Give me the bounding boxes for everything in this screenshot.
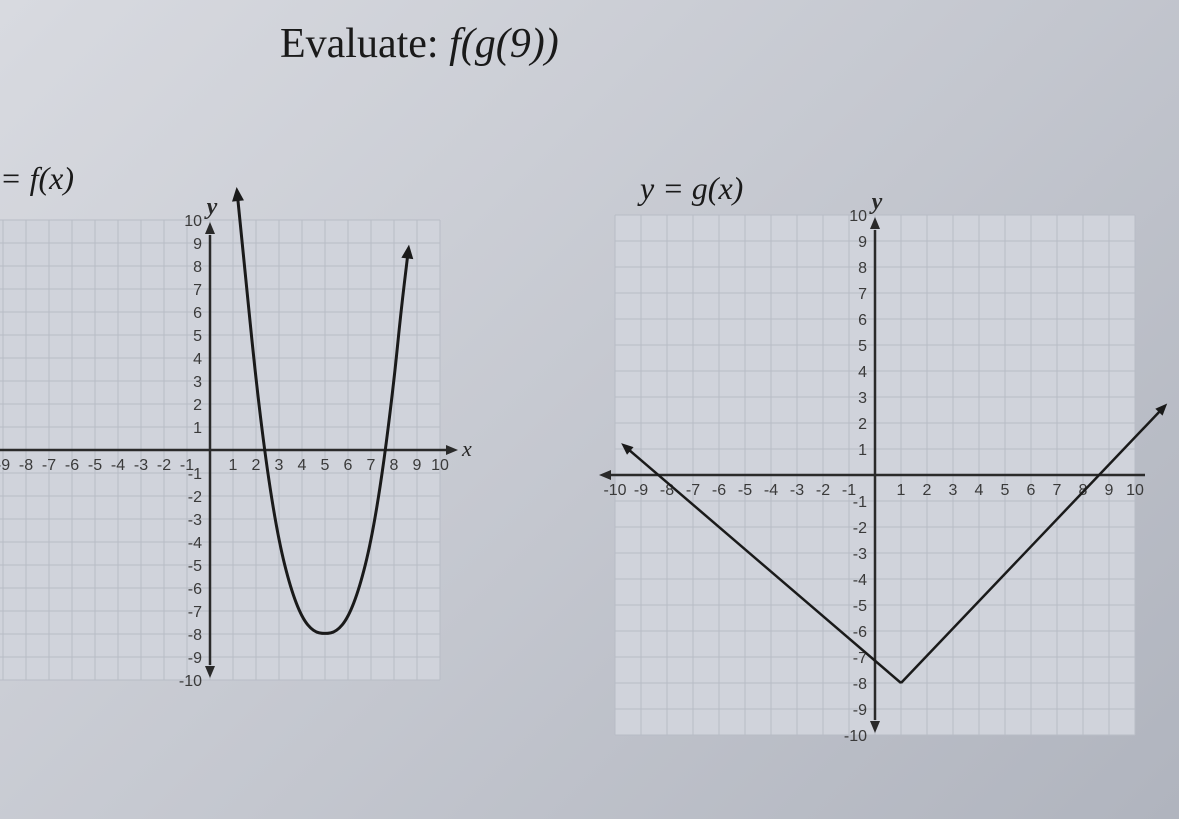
svg-text:2: 2 (858, 416, 867, 433)
svg-text:3: 3 (858, 390, 867, 407)
svg-text:-6: -6 (712, 482, 726, 499)
svg-text:-7: -7 (188, 604, 202, 621)
svg-text:-10: -10 (179, 673, 202, 690)
title-expression: f(g(9)) (449, 21, 559, 67)
svg-text:-4: -4 (111, 457, 125, 474)
page-title: Evaluate: f(g(9)) (280, 20, 559, 68)
svg-text:6: 6 (344, 457, 353, 474)
svg-text:-8: -8 (188, 627, 202, 644)
svg-text:-5: -5 (188, 558, 202, 575)
svg-text:4: 4 (858, 364, 867, 381)
left-chart: yx-9-8-7-6-5-4-3-2-112345678910109876543… (0, 155, 530, 775)
svg-text:5: 5 (858, 338, 867, 355)
svg-text:-9: -9 (634, 482, 648, 499)
svg-text:1: 1 (193, 420, 202, 437)
svg-text:8: 8 (390, 457, 399, 474)
svg-text:-2: -2 (188, 489, 202, 506)
svg-text:4: 4 (298, 457, 307, 474)
svg-text:10: 10 (184, 213, 202, 230)
svg-text:6: 6 (858, 312, 867, 329)
svg-text:-5: -5 (88, 457, 102, 474)
svg-text:1: 1 (858, 442, 867, 459)
svg-text:2: 2 (252, 457, 261, 474)
svg-text:-2: -2 (816, 482, 830, 499)
right-chart: y-10-9-8-7-6-5-4-3-2-1123456789101098765… (570, 170, 1179, 790)
svg-text:-8: -8 (19, 457, 33, 474)
svg-text:y: y (869, 189, 883, 215)
svg-text:4: 4 (193, 351, 202, 368)
svg-text:7: 7 (1053, 482, 1062, 499)
svg-text:-7: -7 (686, 482, 700, 499)
svg-text:7: 7 (367, 457, 376, 474)
svg-text:-3: -3 (853, 546, 867, 563)
svg-text:-3: -3 (188, 512, 202, 529)
svg-text:x: x (461, 436, 472, 461)
svg-text:10: 10 (1126, 482, 1144, 499)
svg-text:4: 4 (975, 482, 984, 499)
svg-text:7: 7 (858, 286, 867, 303)
svg-text:10: 10 (431, 457, 449, 474)
svg-text:-1: -1 (188, 466, 202, 483)
svg-text:3: 3 (193, 374, 202, 391)
svg-text:6: 6 (1027, 482, 1036, 499)
svg-text:-4: -4 (764, 482, 778, 499)
svg-text:8: 8 (858, 260, 867, 277)
svg-text:9: 9 (193, 236, 202, 253)
svg-text:-2: -2 (157, 457, 171, 474)
svg-text:1: 1 (897, 482, 906, 499)
svg-text:-6: -6 (65, 457, 79, 474)
svg-text:10: 10 (849, 208, 867, 225)
svg-text:y: y (204, 194, 218, 220)
svg-text:-10: -10 (844, 728, 867, 745)
svg-text:-8: -8 (853, 676, 867, 693)
svg-text:-9: -9 (0, 457, 10, 474)
svg-text:1: 1 (229, 457, 238, 474)
svg-text:-5: -5 (853, 598, 867, 615)
svg-text:-4: -4 (853, 572, 867, 589)
svg-text:5: 5 (1001, 482, 1010, 499)
svg-text:2: 2 (923, 482, 932, 499)
svg-text:9: 9 (858, 234, 867, 251)
svg-text:3: 3 (275, 457, 284, 474)
svg-text:7: 7 (193, 282, 202, 299)
svg-text:5: 5 (321, 457, 330, 474)
svg-text:-6: -6 (188, 581, 202, 598)
svg-text:6: 6 (193, 305, 202, 322)
svg-text:-6: -6 (853, 624, 867, 641)
svg-text:9: 9 (1105, 482, 1114, 499)
title-prefix: Evaluate: (280, 21, 449, 67)
svg-text:8: 8 (193, 259, 202, 276)
svg-text:-3: -3 (790, 482, 804, 499)
svg-text:-1: -1 (853, 494, 867, 511)
svg-text:-9: -9 (188, 650, 202, 667)
svg-text:-5: -5 (738, 482, 752, 499)
svg-text:5: 5 (193, 328, 202, 345)
svg-text:2: 2 (193, 397, 202, 414)
svg-text:9: 9 (413, 457, 422, 474)
svg-text:-2: -2 (853, 520, 867, 537)
svg-text:-10: -10 (603, 482, 626, 499)
svg-text:-7: -7 (42, 457, 56, 474)
svg-text:3: 3 (949, 482, 958, 499)
svg-text:-3: -3 (134, 457, 148, 474)
svg-text:-4: -4 (188, 535, 202, 552)
svg-text:-8: -8 (660, 482, 674, 499)
svg-text:-9: -9 (853, 702, 867, 719)
